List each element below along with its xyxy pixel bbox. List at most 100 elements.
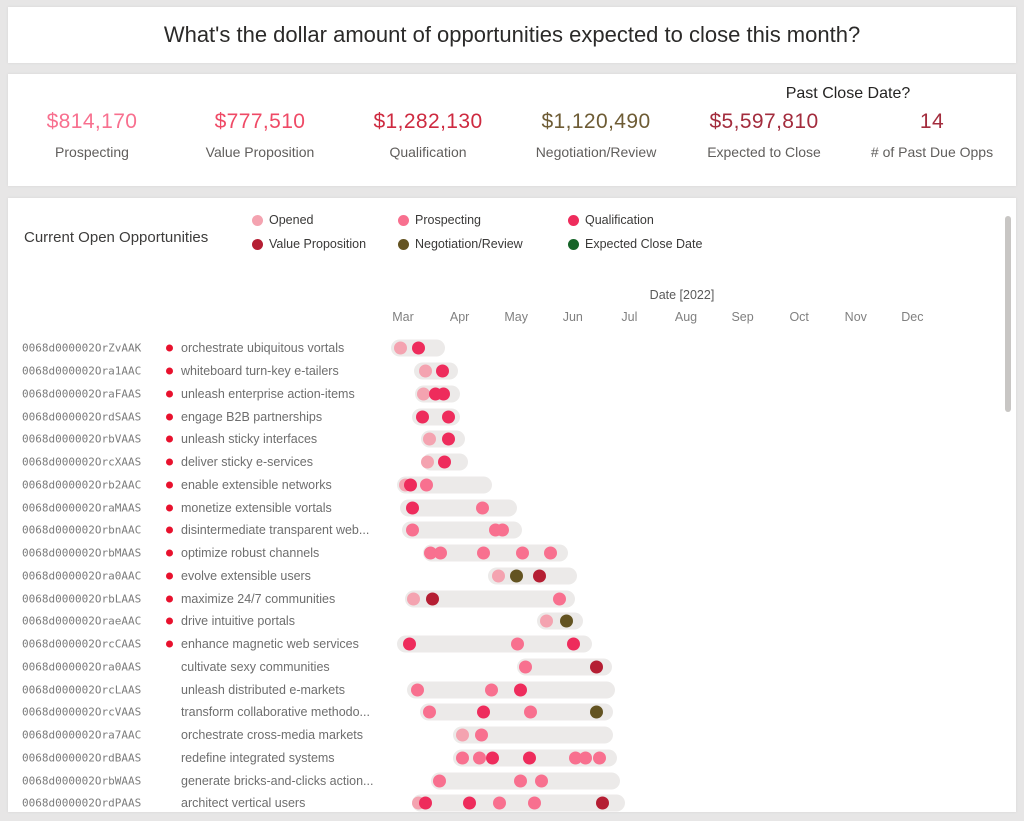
- stage-dot-negotiation_review[interactable]: [589, 705, 603, 719]
- past-due-dot-icon: [166, 481, 173, 489]
- legend-item-value_proposition[interactable]: Value Proposition: [252, 237, 366, 251]
- stage-dot-qualification[interactable]: [404, 478, 418, 492]
- stage-dot-qualification[interactable]: [437, 387, 451, 401]
- stage-dot-prospecting[interactable]: [422, 705, 436, 719]
- kpi-card-item[interactable]: 14 # of Past Due Opps: [848, 110, 1016, 161]
- stage-dot-prospecting[interactable]: [474, 728, 488, 742]
- stage-dot-qualification[interactable]: [418, 796, 432, 810]
- stage-dot-prospecting[interactable]: [496, 523, 510, 537]
- stage-dot-qualification[interactable]: [402, 637, 416, 651]
- timeline-range-bar[interactable]: [452, 726, 613, 744]
- past-due-dot-icon: [166, 413, 173, 421]
- stage-dot-prospecting[interactable]: [534, 774, 548, 788]
- stage-dot-prospecting[interactable]: [519, 660, 533, 674]
- stage-dot-qualification[interactable]: [477, 705, 491, 719]
- stage-dot-prospecting[interactable]: [456, 751, 470, 765]
- stage-dot-qualification[interactable]: [486, 751, 500, 765]
- past-due-dot-icon: [166, 504, 173, 512]
- opportunity-name: architect vertical users: [181, 796, 306, 811]
- stage-dot-prospecting[interactable]: [524, 705, 538, 719]
- stage-dot-opened[interactable]: [540, 614, 554, 628]
- timeline-range-bar[interactable]: [412, 794, 625, 812]
- timeline-range-bar[interactable]: [396, 635, 593, 653]
- opportunity-id: 0068d000002OrcXAAS: [22, 455, 142, 469]
- stage-dot-qualification[interactable]: [435, 364, 449, 378]
- stage-dot-prospecting[interactable]: [410, 683, 424, 697]
- stage-dot-value_proposition[interactable]: [426, 592, 440, 606]
- kpi-card-item[interactable]: $814,170 Prospecting: [8, 111, 176, 161]
- opportunity-id: 0068d000002OrcCAAS: [22, 637, 142, 651]
- stage-dot-value_proposition[interactable]: [596, 796, 610, 810]
- stage-dot-prospecting[interactable]: [473, 751, 487, 765]
- legend-item-qualification[interactable]: Qualification: [568, 213, 654, 227]
- past-due-dot-icon: [166, 572, 173, 580]
- legend-item-expected_close_date[interactable]: Expected Close Date: [568, 237, 702, 251]
- stage-dot-opened[interactable]: [422, 432, 436, 446]
- vertical-scrollbar-thumb[interactable]: [1005, 216, 1011, 412]
- stage-dot-prospecting[interactable]: [511, 637, 525, 651]
- opportunity-row: 0068d000002OrbMAAS optimize robust channe…: [8, 542, 1016, 565]
- stage-dot-prospecting[interactable]: [424, 546, 438, 560]
- timeline-range-bar[interactable]: [419, 703, 613, 721]
- stage-dot-opened[interactable]: [417, 387, 431, 401]
- stage-dot-prospecting[interactable]: [434, 546, 448, 560]
- timeline-range-bar[interactable]: [487, 567, 577, 585]
- stage-dot-prospecting[interactable]: [528, 796, 542, 810]
- stage-dot-opened[interactable]: [421, 455, 435, 469]
- stage-dot-value_proposition[interactable]: [533, 569, 547, 583]
- chart-rows: 0068d000002OrZvAAK orchestrate ubiquitous…: [8, 337, 1016, 815]
- stage-dot-prospecting[interactable]: [485, 683, 499, 697]
- timeline-range-bar[interactable]: [406, 681, 616, 699]
- kpi-value: 14: [919, 110, 945, 133]
- stage-dot-qualification[interactable]: [438, 455, 452, 469]
- stage-dot-prospecting[interactable]: [493, 796, 507, 810]
- kpi-card-item[interactable]: $777,510 Value Proposition: [176, 111, 344, 161]
- kpi-card-item[interactable]: $5,597,810 Expected to Close: [680, 111, 848, 161]
- opportunity-row: 0068d000002OrdBAAS redefine integrated sy…: [8, 747, 1016, 770]
- opportunity-name: orchestrate ubiquitous vortals: [181, 341, 345, 356]
- stage-dot-qualification[interactable]: [463, 796, 477, 810]
- stage-dot-opened[interactable]: [456, 728, 470, 742]
- past-due-dot-icon: [166, 640, 173, 648]
- stage-dot-opened[interactable]: [491, 569, 505, 583]
- stage-dot-negotiation_review[interactable]: [510, 569, 524, 583]
- stage-dot-negotiation_review[interactable]: [559, 614, 573, 628]
- stage-dot-prospecting[interactable]: [578, 751, 592, 765]
- stage-dot-prospecting[interactable]: [593, 751, 607, 765]
- stage-dot-opened[interactable]: [406, 592, 420, 606]
- stage-dot-qualification[interactable]: [523, 751, 537, 765]
- page-title: What's the dollar amount of opportunitie…: [163, 22, 861, 47]
- stage-dot-qualification[interactable]: [514, 683, 528, 697]
- timeline-range-bar[interactable]: [405, 590, 576, 608]
- kpi-card-item[interactable]: $1,282,130 Qualification: [344, 111, 512, 161]
- stage-dot-prospecting[interactable]: [553, 592, 567, 606]
- stage-dot-prospecting[interactable]: [405, 523, 419, 537]
- legend-item-prospecting[interactable]: Prospecting: [398, 213, 481, 227]
- stage-dot-prospecting[interactable]: [419, 478, 433, 492]
- kpi-card-item[interactable]: $1,120,490 Negotiation/Review: [512, 111, 680, 161]
- stage-dot-prospecting[interactable]: [543, 546, 557, 560]
- stage-dot-opened[interactable]: [393, 341, 407, 355]
- stage-dot-qualification[interactable]: [405, 501, 419, 515]
- stage-dot-prospecting[interactable]: [477, 546, 491, 560]
- stage-dot-prospecting[interactable]: [476, 501, 490, 515]
- timeline-range-bar[interactable]: [516, 658, 612, 676]
- stage-dot-qualification[interactable]: [441, 410, 455, 424]
- stage-dot-prospecting[interactable]: [513, 774, 527, 788]
- stage-dot-prospecting[interactable]: [433, 774, 447, 788]
- stage-dot-qualification[interactable]: [415, 410, 429, 424]
- timeline-range-bar[interactable]: [422, 544, 569, 562]
- stage-dot-qualification[interactable]: [567, 637, 581, 651]
- past-due-dot-icon: [166, 617, 173, 625]
- kpi-label: Expected to Close: [707, 144, 821, 160]
- stage-dot-value_proposition[interactable]: [589, 660, 603, 674]
- stage-dot-qualification[interactable]: [411, 341, 425, 355]
- stage-dot-prospecting[interactable]: [516, 546, 530, 560]
- legend-item-opened[interactable]: Opened: [252, 213, 313, 227]
- legend-item-negotiation_review[interactable]: Negotiation/Review: [398, 237, 523, 251]
- stage-dot-prospecting[interactable]: [568, 751, 582, 765]
- legend-label: Negotiation/Review: [415, 237, 523, 251]
- opportunity-id: 0068d000002Ora0AAS: [22, 660, 142, 674]
- stage-dot-qualification[interactable]: [441, 432, 455, 446]
- stage-dot-opened[interactable]: [418, 364, 432, 378]
